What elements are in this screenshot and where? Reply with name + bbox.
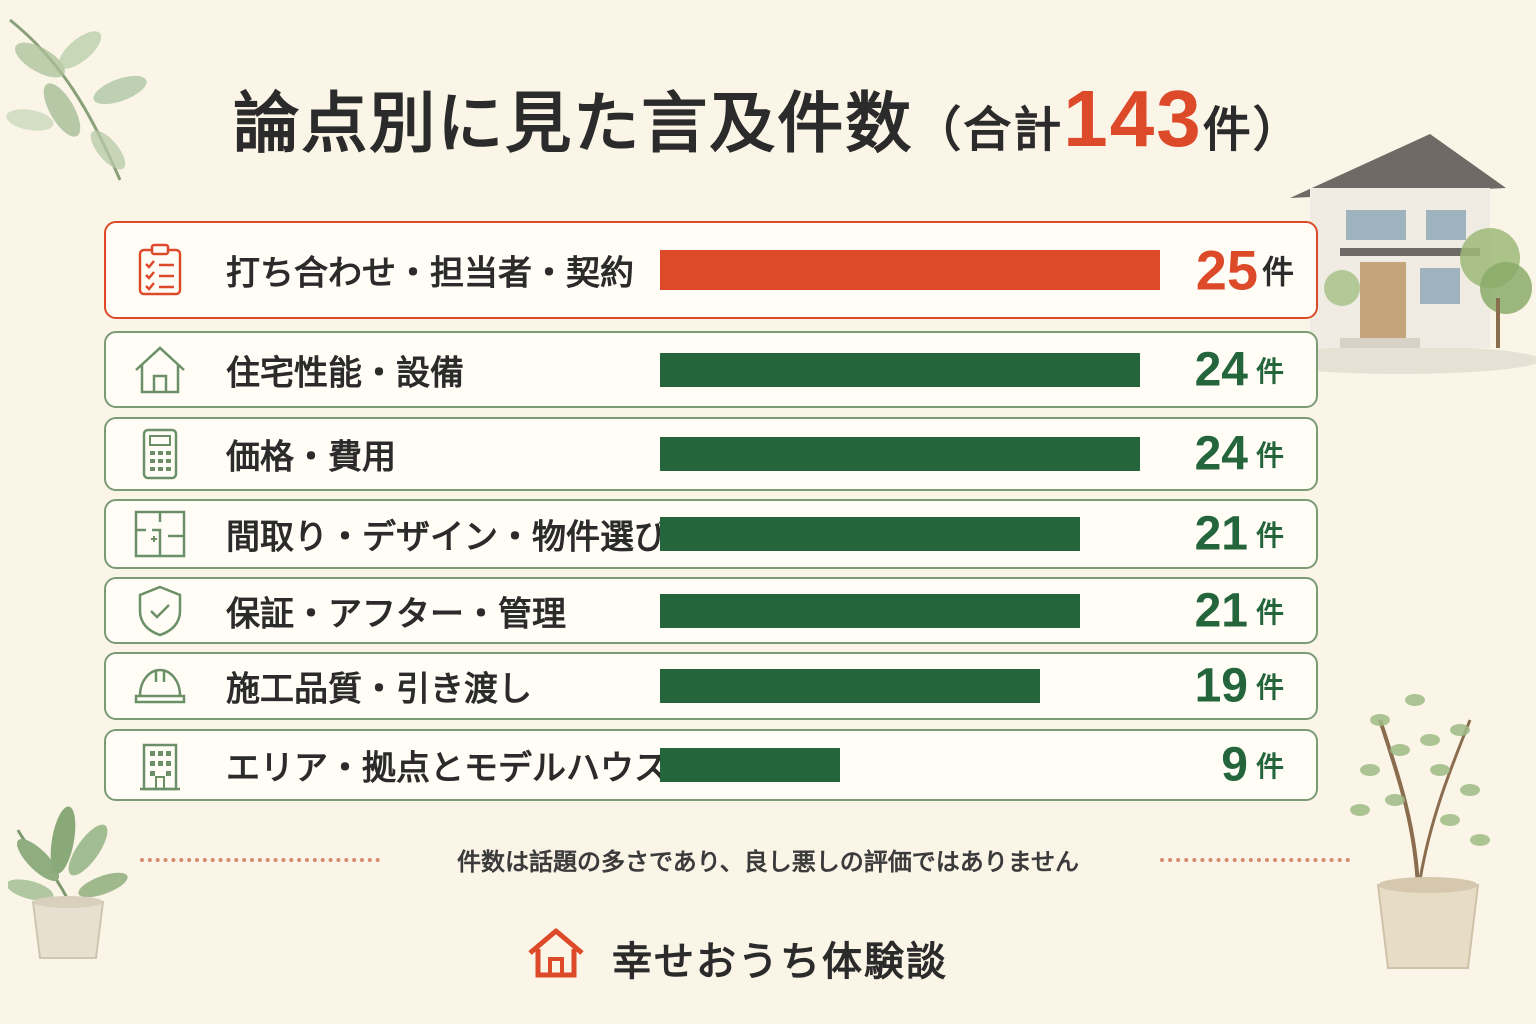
potted-plant-icon (8, 806, 128, 959)
title-unit: 件 (1202, 102, 1253, 158)
dotted-divider-right (1160, 858, 1350, 862)
calculator-icon (142, 428, 178, 480)
value-label: 21 (1194, 507, 1248, 561)
chart-row: 間取り・デザイン・物件選び 21 件 (104, 499, 1318, 569)
building-icon (140, 743, 180, 791)
bar (660, 669, 1040, 703)
value-label: 25 (1195, 238, 1258, 302)
value-unit: 件 (1261, 253, 1294, 291)
potted-tree-icon (1350, 694, 1490, 969)
title-paren-close: ） (1252, 102, 1303, 158)
leaf-branch-icon (6, 18, 147, 181)
page-title: 論点別に見た言及件数（合計143件） (0, 70, 1536, 166)
category-label: 間取り・デザイン・物件選び (226, 517, 668, 558)
title-main: 論点別に見た言及件数 (233, 85, 914, 162)
bar (660, 352, 1140, 387)
shield-check-icon (138, 585, 182, 636)
value-label: 21 (1194, 584, 1248, 637)
hard-hat-icon (134, 668, 186, 704)
chart-row: 打ち合わせ・担当者・契約 25 件 (104, 221, 1318, 319)
value-unit: 件 (1255, 439, 1284, 472)
title-total: 143 (1063, 74, 1203, 163)
chart-row: エリア・拠点とモデルハウス 9 件 (104, 729, 1318, 801)
value-unit: 件 (1255, 750, 1284, 783)
dotted-divider-left (140, 858, 380, 862)
house-illustration (1260, 134, 1536, 374)
value-label: 24 (1194, 427, 1248, 481)
bar (660, 748, 840, 782)
chart-row: 保証・アフター・管理 21 件 (104, 577, 1318, 644)
chart-row: 施工品質・引き渡し 19 件 (104, 652, 1318, 720)
footnote: 件数は話題の多さであり、良し悪しの評価ではありません (456, 848, 1080, 876)
value-unit: 件 (1255, 671, 1284, 704)
category-label: 施工品質・引き渡し (226, 669, 532, 710)
value-label: 19 (1194, 659, 1248, 713)
house-icon (528, 928, 584, 978)
clipboard-checklist-icon (138, 243, 182, 296)
value-label: 24 (1194, 343, 1248, 396)
house-icon (135, 345, 185, 393)
bar (660, 250, 1160, 290)
category-label: 価格・費用 (226, 437, 396, 478)
chart-row: 住宅性能・設備 24 件 (104, 331, 1318, 408)
brand-name: 幸せおうち体験談 (612, 939, 948, 985)
floor-plan-icon (134, 510, 186, 558)
chart-row: 価格・費用 24 件 (104, 417, 1318, 491)
bar (660, 593, 1080, 628)
value-unit: 件 (1255, 519, 1284, 552)
category-label: 保証・アフター・管理 (226, 594, 566, 634)
bar (660, 517, 1080, 551)
value-unit: 件 (1255, 595, 1284, 629)
title-paren-open: （ (913, 102, 964, 158)
category-label: エリア・拠点とモデルハウス (226, 748, 668, 789)
category-label: 打ち合わせ・担当者・契約 (226, 253, 634, 294)
value-label: 9 (1221, 738, 1248, 792)
title-sum-prefix: 合計 (963, 102, 1064, 158)
bar (660, 437, 1140, 471)
value-unit: 件 (1255, 354, 1284, 388)
category-label: 住宅性能・設備 (226, 353, 464, 393)
